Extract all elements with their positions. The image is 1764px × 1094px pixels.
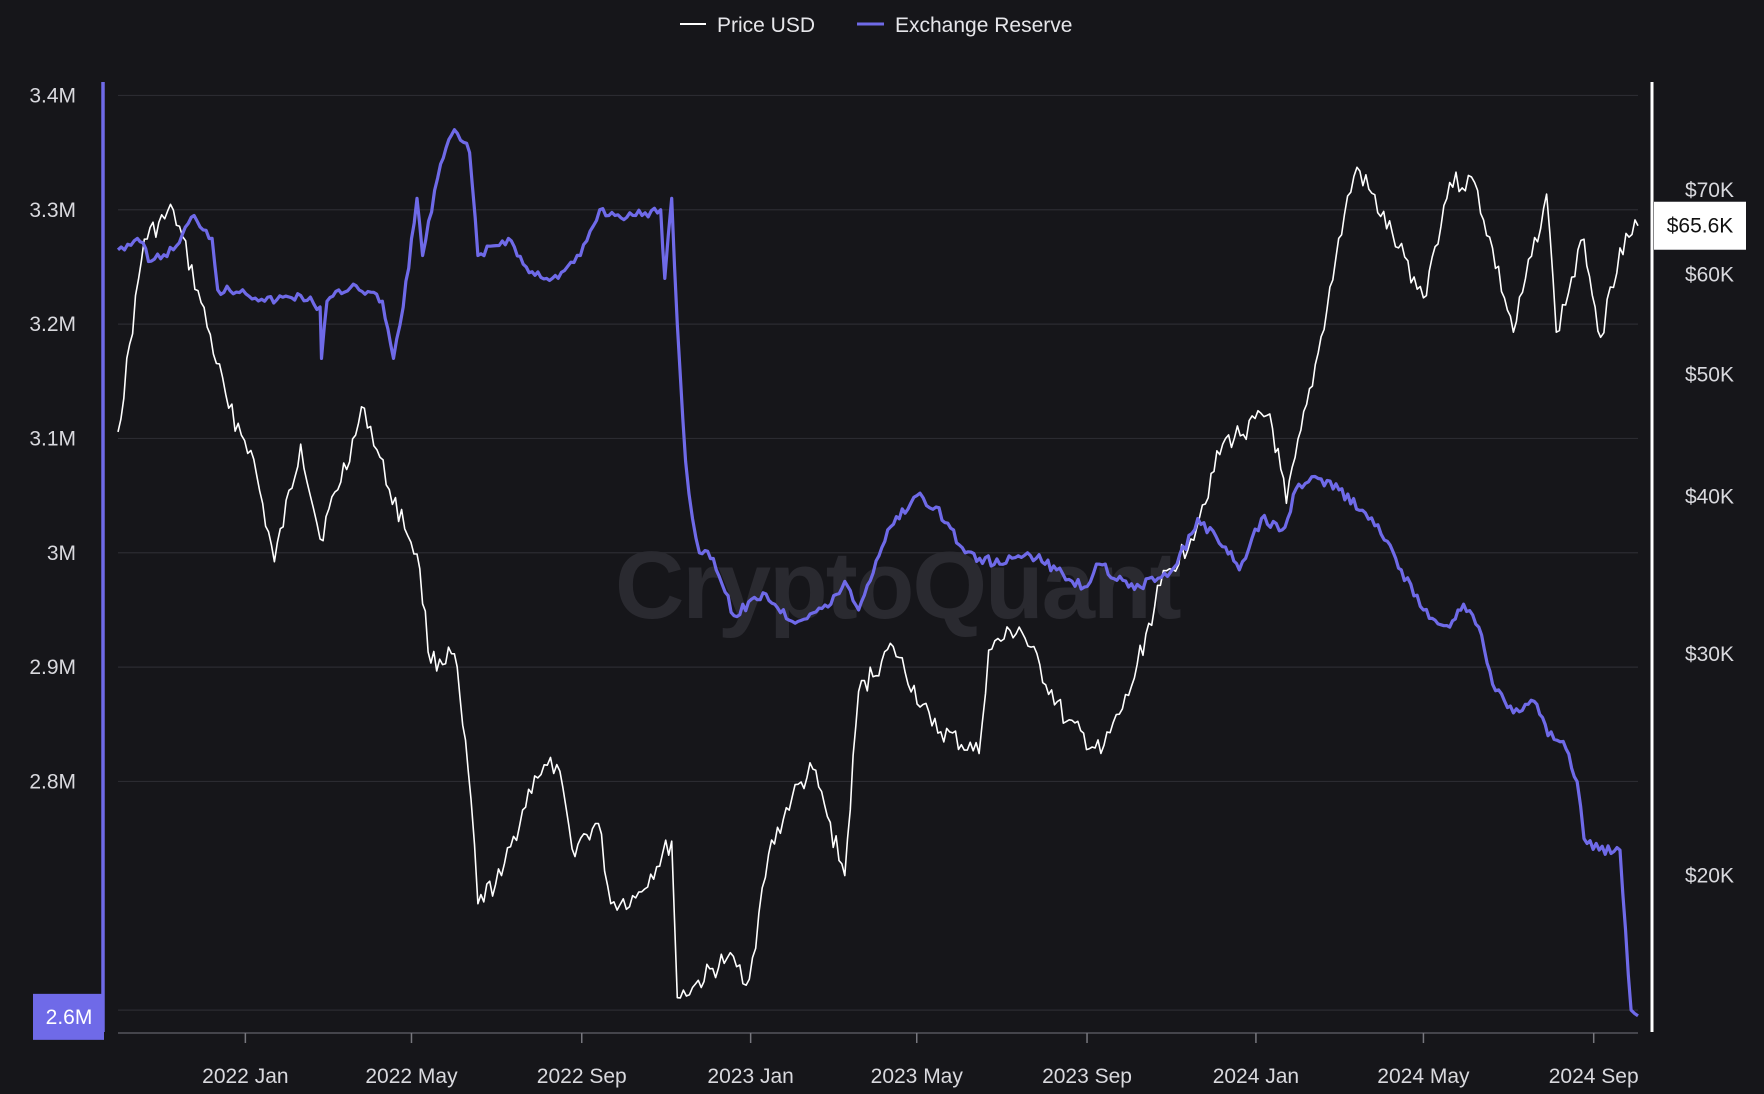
x-tick-label: 2022 Jan — [202, 1065, 288, 1088]
legend-reserve-label[interactable]: Exchange Reserve — [895, 14, 1072, 37]
y-left-current-value-label: 2.6M — [46, 1006, 93, 1029]
y-left-tick-label: 3.3M — [29, 199, 76, 222]
exchange-reserve-line — [116, 128, 1639, 1018]
x-tick-label: 2024 Sep — [1549, 1065, 1639, 1088]
y-right-current-value-label: $65.6K — [1667, 215, 1734, 238]
x-tick-label: 2023 May — [871, 1065, 964, 1088]
x-tick-label: 2022 Sep — [537, 1065, 627, 1088]
series-layer — [116, 128, 1639, 1018]
value-badges: 2.6M $65.6K — [33, 201, 1746, 1040]
x-tick-label: 2022 May — [365, 1065, 458, 1088]
price-usd-line — [117, 166, 1639, 999]
y-left-current-value-badge — [33, 993, 104, 1040]
y-left-tick-label: 3.1M — [29, 427, 76, 450]
x-tick-label: 2023 Jan — [707, 1065, 793, 1088]
grid — [118, 94, 1638, 1011]
y-right-tick-label: $20K — [1685, 865, 1734, 888]
y-right-tick-label: $50K — [1685, 363, 1734, 386]
y-right-tick-label: $60K — [1685, 264, 1734, 287]
axes: 3.4M 3.3M 3.2M 3.1M 3M 2.9M 2.8M $70K $60K $50K $4… — [29, 82, 1734, 1088]
y-left-tick-label: 3M — [47, 542, 76, 565]
y-right-current-value-badge — [1654, 201, 1746, 250]
y-left-tick-label: 3.4M — [29, 84, 76, 107]
y-left-tick-label: 2.8M — [29, 770, 76, 793]
y-right-tick-label: $30K — [1685, 643, 1734, 666]
x-tick-label: 2024 Jan — [1213, 1065, 1299, 1088]
legend-price-label[interactable]: Price USD — [717, 14, 815, 37]
y-right-tick-label: $70K — [1685, 179, 1734, 202]
y-left-tick-label: 2.9M — [29, 656, 76, 679]
x-tick-label: 2023 Sep — [1042, 1065, 1132, 1088]
y-left-tick-label: 3.2M — [29, 313, 76, 336]
x-tick-label: 2024 May — [1377, 1065, 1470, 1088]
legend: Price USD Exchange Reserve — [680, 14, 1072, 37]
y-right-tick-label: $40K — [1685, 485, 1734, 508]
